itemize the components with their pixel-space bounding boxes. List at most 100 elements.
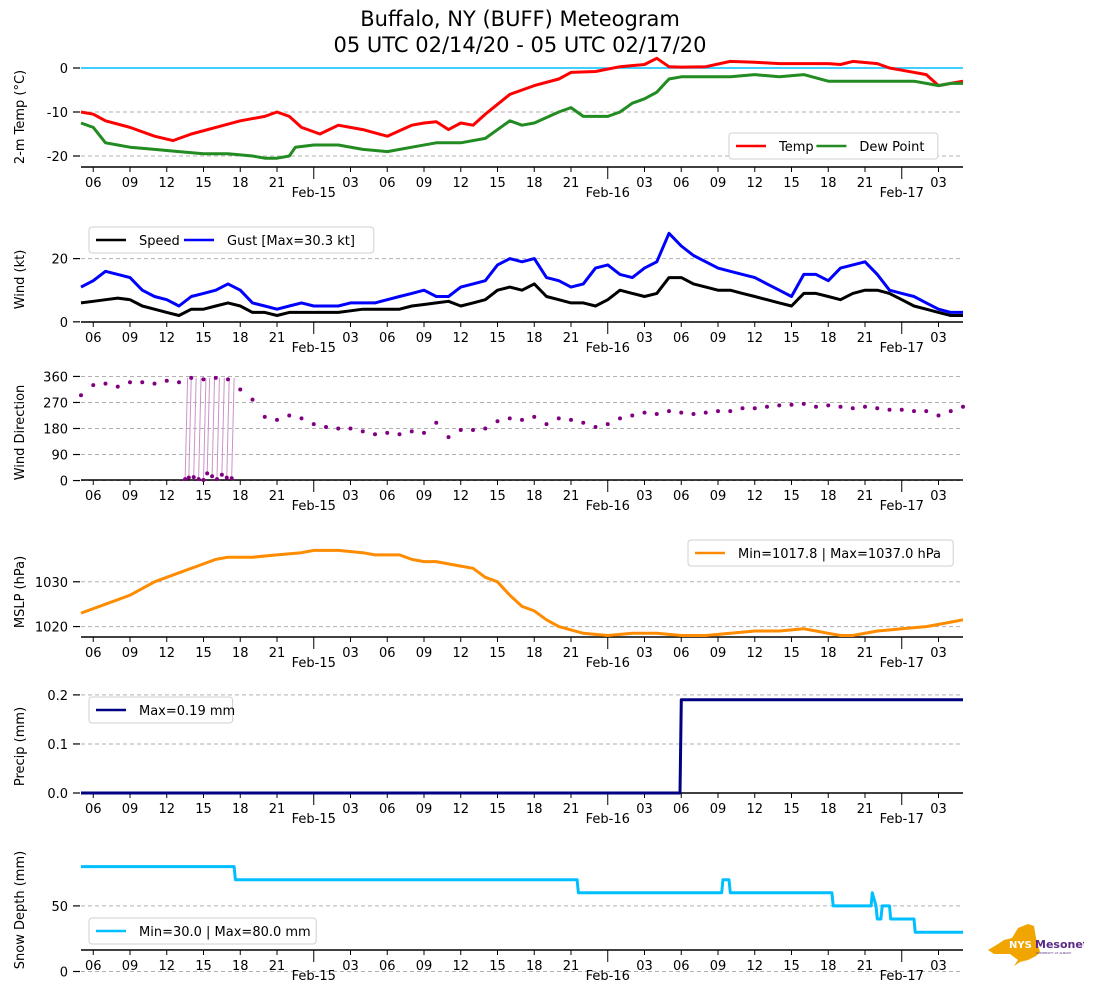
x-tick-label: 09 (416, 176, 433, 191)
x-tick-label: 03 (930, 959, 947, 974)
data-point (336, 426, 341, 431)
x-tick-label: 12 (452, 489, 469, 504)
data-point (826, 403, 831, 408)
x-tick-label: 06 (85, 331, 102, 346)
x-tick-label: 15 (489, 489, 506, 504)
x-tick-label: 06 (379, 331, 396, 346)
wrap-connector (211, 377, 216, 477)
x-tick-label: 06 (85, 176, 102, 191)
data-point (605, 422, 610, 427)
x-tick-label: 12 (158, 646, 175, 661)
logo-text-university: UNIVERSITY AT ALBANY (1036, 951, 1071, 955)
wrap-connector (198, 377, 202, 480)
legend-box (687, 539, 954, 567)
x-tick-label: 06 (85, 489, 102, 504)
data-point (961, 404, 965, 409)
data-point (630, 413, 635, 418)
y-axis-label: Wind (kt) (13, 250, 28, 310)
x-tick-label: 06 (379, 489, 396, 504)
x-date-label: Feb-16 (586, 969, 630, 984)
x-tick-label: 03 (636, 646, 653, 661)
y-tick-label: 0 (60, 62, 68, 77)
y-axis-label: Precip (mm) (13, 707, 28, 786)
wrap-connector (216, 377, 220, 480)
x-tick-label: 06 (379, 646, 396, 661)
logo-text-mesonet: Mesonet (1035, 938, 1084, 951)
data-point (397, 432, 402, 437)
wrap-connector (193, 377, 197, 478)
y-tick-label: 0.1 (47, 738, 68, 753)
x-tick-label: 15 (783, 646, 800, 661)
x-date-label: Feb-16 (586, 812, 630, 827)
legend: Max=0.19 mm (88, 696, 235, 724)
new-york-state-shape-icon (988, 924, 1040, 966)
x-tick-label: 03 (636, 489, 653, 504)
data-point (544, 422, 549, 427)
x-tick-label: 03 (636, 331, 653, 346)
x-tick-label: 21 (269, 646, 286, 661)
x-tick-label: 12 (452, 646, 469, 661)
x-tick-label: 15 (195, 646, 212, 661)
x-tick-label: 15 (195, 176, 212, 191)
x-date-label: Feb-16 (586, 186, 630, 201)
x-tick-label: 06 (379, 176, 396, 191)
series-line-max (81, 698, 963, 795)
x-tick-label: 18 (526, 176, 543, 191)
x-tick-label: 12 (746, 646, 763, 661)
data-point (115, 384, 120, 389)
data-point (238, 387, 243, 392)
x-tick-label: 18 (232, 802, 249, 817)
data-point (581, 420, 586, 425)
x-tick-label: 21 (563, 802, 580, 817)
y-tick-label: 0.0 (47, 787, 68, 802)
x-tick-label: 03 (342, 331, 359, 346)
data-point (703, 410, 708, 415)
data-point (191, 475, 196, 480)
x-date-label: Feb-15 (292, 969, 336, 984)
x-tick-label: 03 (930, 331, 947, 346)
data-point (814, 404, 818, 409)
y-axis-label: Wind Direction (13, 385, 28, 481)
x-date-label: Feb-17 (880, 499, 924, 514)
x-tick-label: 15 (489, 802, 506, 817)
data-point (569, 417, 573, 422)
x-tick-label: 21 (563, 331, 580, 346)
y-tick-label: 90 (51, 449, 68, 464)
x-tick-label: 06 (673, 489, 690, 504)
data-point (507, 416, 512, 421)
x-tick-label: 21 (563, 176, 580, 191)
data-point (103, 381, 108, 386)
y-axis-label: Snow Depth (mm) (13, 851, 28, 969)
data-point (679, 410, 684, 415)
data-point (948, 409, 953, 414)
x-tick-label: 18 (526, 331, 543, 346)
x-tick-label: 12 (158, 176, 175, 191)
data-point (495, 419, 500, 424)
x-tick-label: 03 (636, 802, 653, 817)
data-point (618, 416, 622, 421)
data-point (422, 430, 426, 435)
x-tick-label: 15 (783, 802, 800, 817)
x-tick-label: 03 (636, 959, 653, 974)
data-point (299, 416, 304, 421)
x-tick-label: 12 (746, 331, 763, 346)
x-tick-label: 03 (930, 646, 947, 661)
x-date-label: Feb-16 (586, 341, 630, 356)
data-point (224, 475, 229, 480)
x-date-label: Feb-15 (292, 656, 336, 671)
data-point (219, 472, 224, 477)
x-tick-label: 06 (379, 802, 396, 817)
data-point (140, 380, 145, 385)
data-point (765, 404, 769, 409)
x-tick-label: 21 (563, 646, 580, 661)
panel-precip: 0.0 0.1 0.2 Precip (mm) 06 09 12 15 18 21 03 06 09 12… (13, 689, 963, 827)
data-point (360, 429, 365, 434)
data-point (409, 429, 414, 434)
data-point (924, 409, 929, 414)
y-tick-label: 360 (43, 370, 68, 385)
x-tick-label: 12 (452, 176, 469, 191)
legend-box (88, 696, 234, 724)
x-tick-label: 15 (195, 489, 212, 504)
x-tick-label: 09 (710, 176, 727, 191)
